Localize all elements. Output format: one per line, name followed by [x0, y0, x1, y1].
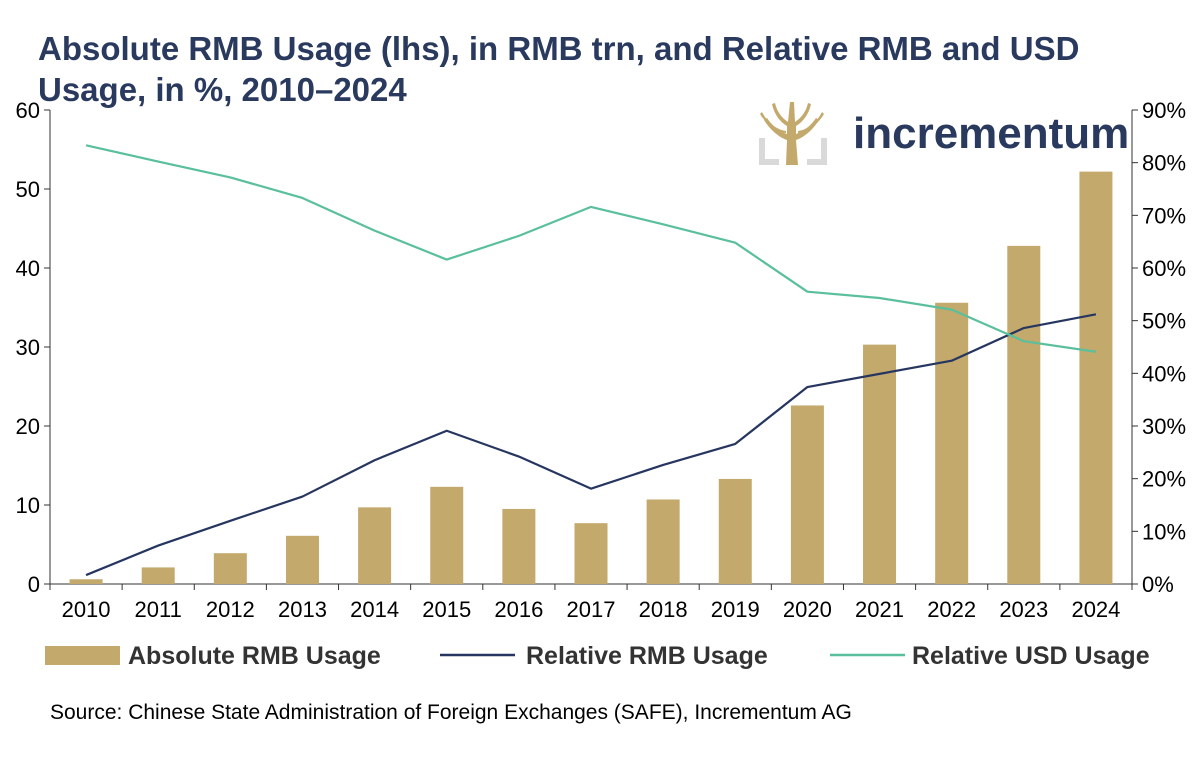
- left-tick-label: 40: [16, 256, 40, 281]
- lines: [85, 144, 1097, 577]
- bar-2012: [213, 553, 247, 584]
- tick-labels: 0 10 20 30 40 50 60 0% 10% 20% 30% 40% 50% 60% 70% 80% 9…: [16, 98, 1187, 622]
- x-tick-label: 2022: [927, 597, 976, 622]
- x-tick-label: 2013: [278, 597, 327, 622]
- bar-2020: [790, 405, 824, 584]
- left-tick-label: 10: [16, 493, 40, 518]
- x-tick-label: 2021: [855, 597, 904, 622]
- x-tick-label: 2023: [999, 597, 1048, 622]
- legend: Absolute RMB Usage Relative RMB Usage Re…: [45, 642, 1150, 670]
- left-tick-label: 0: [28, 572, 40, 597]
- right-tick-label: 80%: [1142, 151, 1186, 176]
- bar-2024: [1079, 171, 1113, 584]
- x-tick-label: 2018: [639, 597, 688, 622]
- right-tick-label: 50%: [1142, 309, 1186, 334]
- right-tick-label: 70%: [1142, 203, 1186, 228]
- left-tick-label: 60: [16, 98, 40, 123]
- bar-2022: [935, 302, 969, 584]
- right-tick-label: 10%: [1142, 519, 1186, 544]
- bar-2023: [1007, 245, 1041, 584]
- bar-2011: [141, 567, 175, 584]
- bar-2015: [430, 486, 464, 584]
- legend-swatch-absolute-rmb: [45, 646, 120, 665]
- bar-2014: [358, 507, 392, 584]
- bar-2021: [863, 344, 897, 584]
- right-tick-label: 20%: [1142, 467, 1186, 492]
- logo-text: incrementum: [853, 109, 1129, 158]
- bar-2017: [574, 523, 608, 584]
- tree-icon: [759, 102, 827, 165]
- x-tick-label: 2020: [783, 597, 832, 622]
- x-tick-label: 2017: [567, 597, 616, 622]
- bar-2010: [69, 579, 103, 584]
- right-tick-label: 90%: [1142, 98, 1186, 123]
- x-tick-label: 2019: [711, 597, 760, 622]
- bar-2018: [646, 499, 680, 584]
- right-tick-label: 30%: [1142, 414, 1186, 439]
- incrementum-logo: incrementum: [759, 102, 1129, 165]
- x-tick-label: 2016: [494, 597, 543, 622]
- chart-title: Absolute RMB Usage (lhs), in RMB trn, an…: [38, 30, 1080, 108]
- x-tick-label: 2012: [206, 597, 255, 622]
- bar-2016: [502, 508, 536, 584]
- left-tick-label: 50: [16, 177, 40, 202]
- bars: [69, 171, 1113, 584]
- left-tick-label: 30: [16, 335, 40, 360]
- x-tick-label: 2015: [422, 597, 471, 622]
- legend-label-absolute-rmb: Absolute RMB Usage: [128, 642, 381, 670]
- legend-label-relative-rmb: Relative RMB Usage: [526, 642, 768, 670]
- x-tick-label: 2024: [1071, 597, 1120, 622]
- chart-svg: 0 10 20 30 40 50 60 0% 10% 20% 30% 40% 50% 60% 70% 80% 9…: [16, 98, 1187, 670]
- x-tick-label: 2014: [350, 597, 399, 622]
- bar-2013: [285, 535, 319, 584]
- right-tick-label: 40%: [1142, 361, 1186, 386]
- source-note: Source: Chinese State Administration of …: [50, 701, 852, 724]
- right-tick-label: 60%: [1142, 256, 1186, 281]
- bar-2019: [718, 478, 752, 584]
- left-tick-label: 20: [16, 414, 40, 439]
- legend-label-relative-usd: Relative USD Usage: [912, 642, 1150, 670]
- x-tick-label: 2010: [62, 597, 111, 622]
- x-tick-label: 2011: [135, 597, 182, 622]
- right-tick-label: 0%: [1142, 572, 1174, 597]
